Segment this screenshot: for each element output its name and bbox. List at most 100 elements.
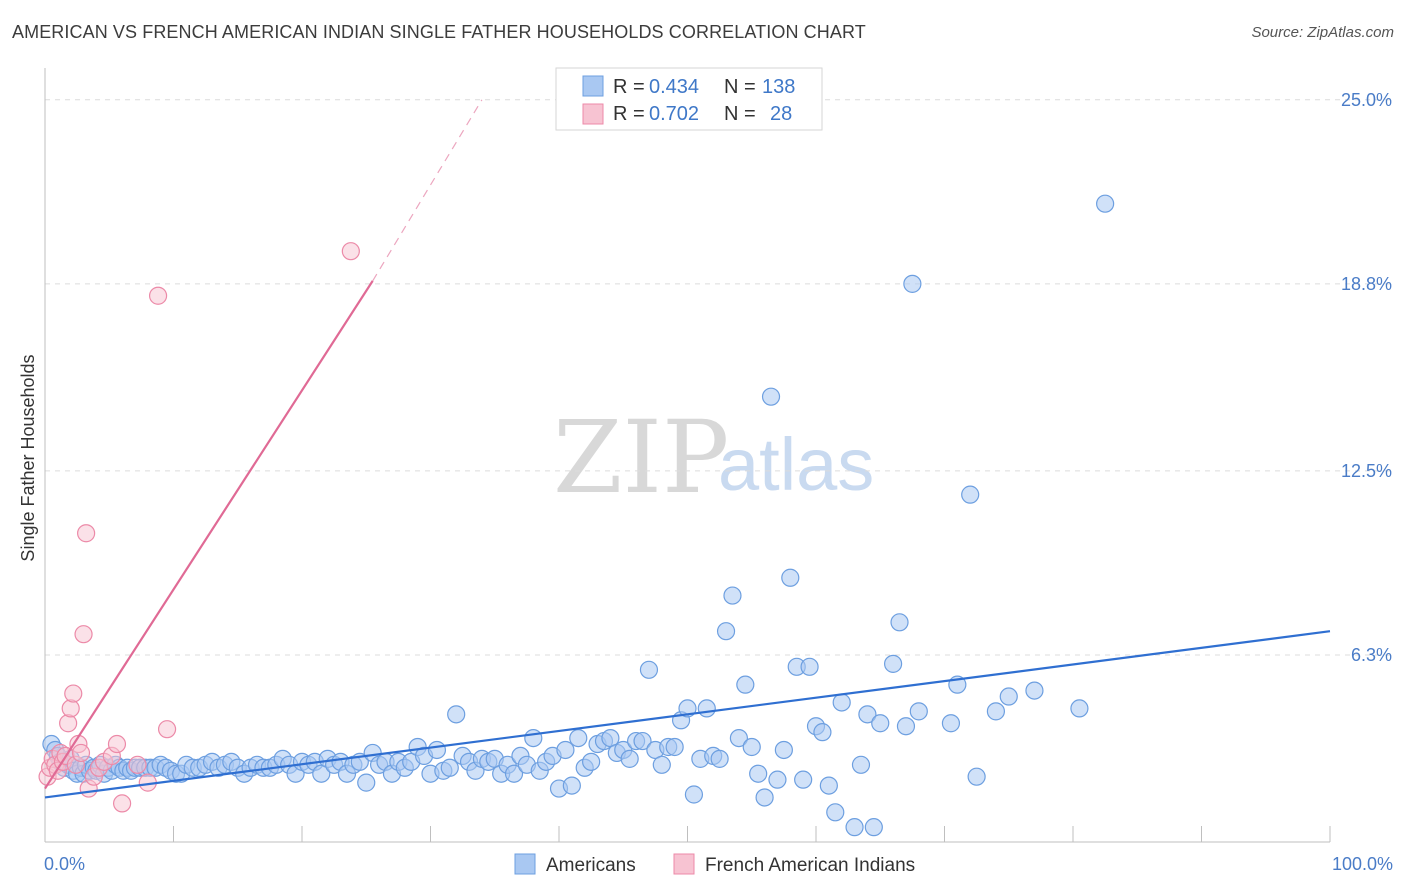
x-tick-label-min: 0.0% [44, 854, 85, 874]
americans-point [620, 749, 639, 768]
americans-point [697, 699, 716, 718]
americans-point [582, 752, 601, 771]
americans-point [427, 740, 447, 760]
americans-point [562, 776, 581, 795]
french-american-indians-point [74, 625, 93, 644]
americans-point [903, 274, 922, 293]
french-american-indians-point [107, 734, 127, 754]
french-american-indians-point [64, 684, 83, 703]
americans-point [832, 693, 851, 712]
americans-point [639, 660, 659, 679]
americans-point [774, 740, 793, 760]
bottom-legend-swatch-americans [514, 853, 536, 875]
french-american-indians-point [148, 286, 168, 305]
y-axis-title: Single Father Households [18, 354, 38, 561]
legend-r-value-french-american-indians: 0.702 [649, 103, 699, 125]
americans-point [941, 714, 961, 733]
series-americans-points [42, 194, 1115, 837]
americans-point [1070, 699, 1089, 718]
legend-n-label: N = [724, 76, 756, 98]
legend-r-label: R = [613, 103, 645, 125]
americans-point [851, 755, 871, 774]
americans-point [440, 758, 459, 777]
americans-point [961, 485, 980, 504]
watermark-atlas: atlas [718, 423, 874, 506]
americans-point [684, 785, 704, 804]
french-american-indians-point [61, 699, 80, 718]
americans-point [749, 764, 768, 783]
americans-point [794, 770, 813, 789]
legend-n-value-americans: 138 [762, 76, 795, 98]
bottom-legend-label-americans: Americans [546, 855, 636, 876]
americans-point [447, 705, 466, 724]
legend-n-value-french-american-indians: 28 [770, 103, 792, 125]
americans-point [729, 728, 749, 748]
french-american-indians-point [77, 524, 96, 543]
french-american-indians-point [128, 755, 147, 774]
americans-point [967, 767, 986, 786]
french-american-indians-point [157, 720, 177, 739]
americans-point [665, 737, 684, 757]
legend-swatch-americans [582, 75, 604, 97]
americans-point [1096, 194, 1115, 213]
americans-point [826, 803, 845, 822]
americans-point [768, 770, 787, 789]
americans-point [890, 613, 909, 632]
americans-point [819, 776, 838, 795]
americans-point [781, 568, 800, 587]
americans-point [761, 387, 781, 406]
americans-point [871, 714, 890, 733]
americans-point [999, 687, 1018, 706]
americans-point [986, 702, 1006, 721]
french-american-indians-point [112, 794, 132, 813]
americans-point [736, 675, 755, 694]
americans-point [755, 788, 774, 807]
americans-point [504, 764, 524, 783]
legend-swatch-french-american-indians [582, 103, 604, 125]
watermark-zip: ZIP [553, 399, 729, 516]
axes [44, 68, 1331, 843]
french-american-indians-trend-line [44, 280, 374, 790]
americans-point [569, 728, 588, 748]
americans-point [556, 740, 575, 760]
trend-lines [44, 99, 1331, 799]
americans-point [716, 622, 736, 641]
legend-r-label: R = [613, 76, 645, 98]
americans-point [883, 654, 903, 673]
watermark: ZIP atlas [553, 399, 874, 516]
americans-point [723, 586, 742, 605]
americans-point [524, 728, 543, 748]
x-tick-label-max: 100.0% [1332, 854, 1393, 874]
series-french-american-indians-points [38, 242, 360, 813]
americans-point [357, 773, 376, 792]
americans-point [1025, 681, 1044, 700]
y-tick-label: 18.8% [1341, 274, 1392, 294]
americans-point [858, 705, 877, 724]
americans-trend-line [44, 630, 1331, 799]
bottom-legend-label-french-american-indians: French American Indians [705, 855, 915, 876]
grid [45, 99, 1392, 656]
americans-point [652, 755, 671, 774]
legend-n-label: N = [724, 103, 756, 125]
french-american-indians-trend-extension [372, 99, 483, 282]
americans-point [742, 737, 761, 757]
stats-legend: R = 0.434 N = 138 R = 0.702 N = 28 [555, 67, 823, 131]
chart-title: AMERICAN VS FRENCH AMERICAN INDIAN SINGL… [12, 22, 866, 42]
series-legend: Americans French American Indians [514, 853, 915, 876]
bottom-legend-swatch-french-american-indians [673, 853, 695, 875]
french-american-indians-point [59, 714, 78, 733]
americans-point [678, 699, 697, 718]
french-american-indians-point [341, 242, 360, 261]
french-american-indians-point [71, 743, 91, 763]
americans-point [800, 657, 819, 676]
americans-point [813, 723, 832, 742]
americans-point [845, 818, 864, 837]
americans-point [710, 749, 729, 768]
y-tick-label: 12.5% [1341, 461, 1392, 481]
americans-point [896, 717, 916, 736]
tick-labels: 6.3% 12.5% 18.8% 25.0% 0.0% 100.0% [44, 90, 1393, 874]
americans-point [864, 818, 883, 837]
source-credit: Source: ZipAtlas.com [1251, 24, 1394, 41]
americans-point [909, 702, 928, 721]
